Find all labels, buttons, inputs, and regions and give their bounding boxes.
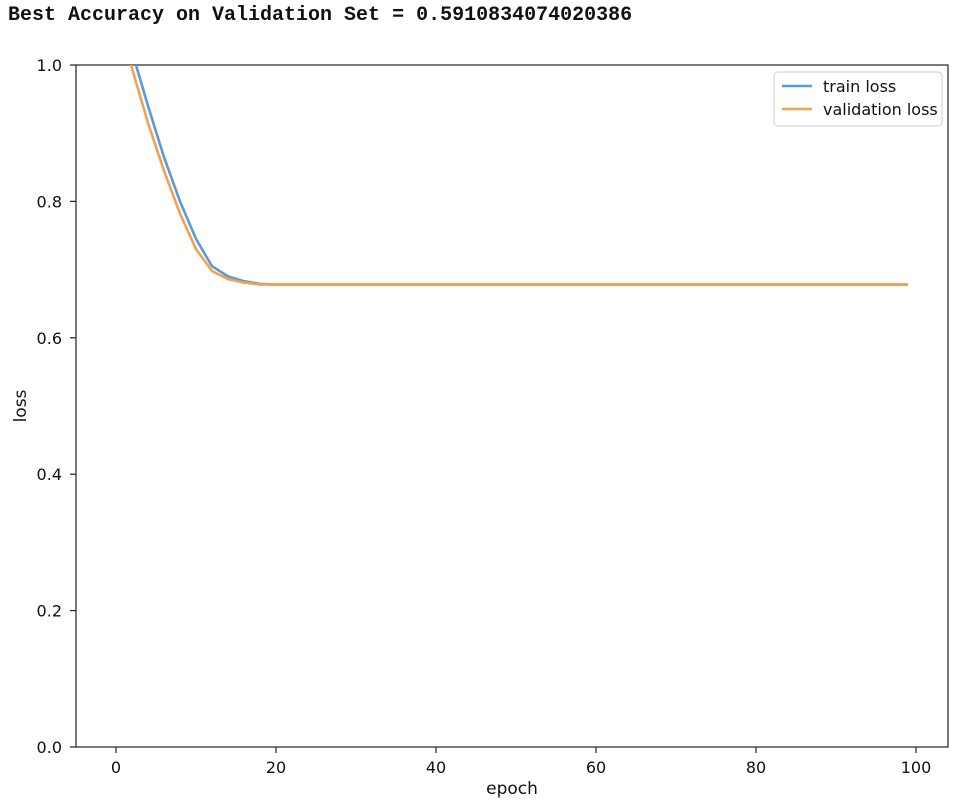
best-accuracy-header: Best Accuracy on Validation Set = 0.5910… bbox=[8, 4, 633, 27]
x-tick-label: 100 bbox=[901, 758, 932, 777]
legend: train loss validation loss bbox=[773, 71, 943, 127]
y-axis-label: loss bbox=[11, 389, 31, 422]
y-tick-label: 1.0 bbox=[37, 56, 62, 75]
y-tick-label: 0.0 bbox=[37, 738, 62, 757]
x-axis-label: epoch bbox=[486, 779, 538, 799]
y-tick-label: 0.2 bbox=[37, 602, 62, 621]
x-tick-label: 20 bbox=[266, 758, 286, 777]
plot-area-frame bbox=[75, 64, 949, 748]
legend-label: validation loss bbox=[823, 100, 938, 119]
y-tick-label: 0.6 bbox=[37, 329, 62, 348]
x-tick-label: 0 bbox=[111, 758, 121, 777]
series-line-validation-loss bbox=[129, 65, 908, 286]
y-tick-label: 0.8 bbox=[37, 192, 62, 211]
x-tick-label: 80 bbox=[746, 758, 766, 777]
series-line-train-loss bbox=[134, 65, 908, 286]
y-tick-label: 0.4 bbox=[37, 465, 62, 484]
x-tick-label: 60 bbox=[586, 758, 606, 777]
x-tick-label: 40 bbox=[426, 758, 446, 777]
legend-box bbox=[773, 71, 943, 127]
legend-label: train loss bbox=[823, 77, 896, 96]
